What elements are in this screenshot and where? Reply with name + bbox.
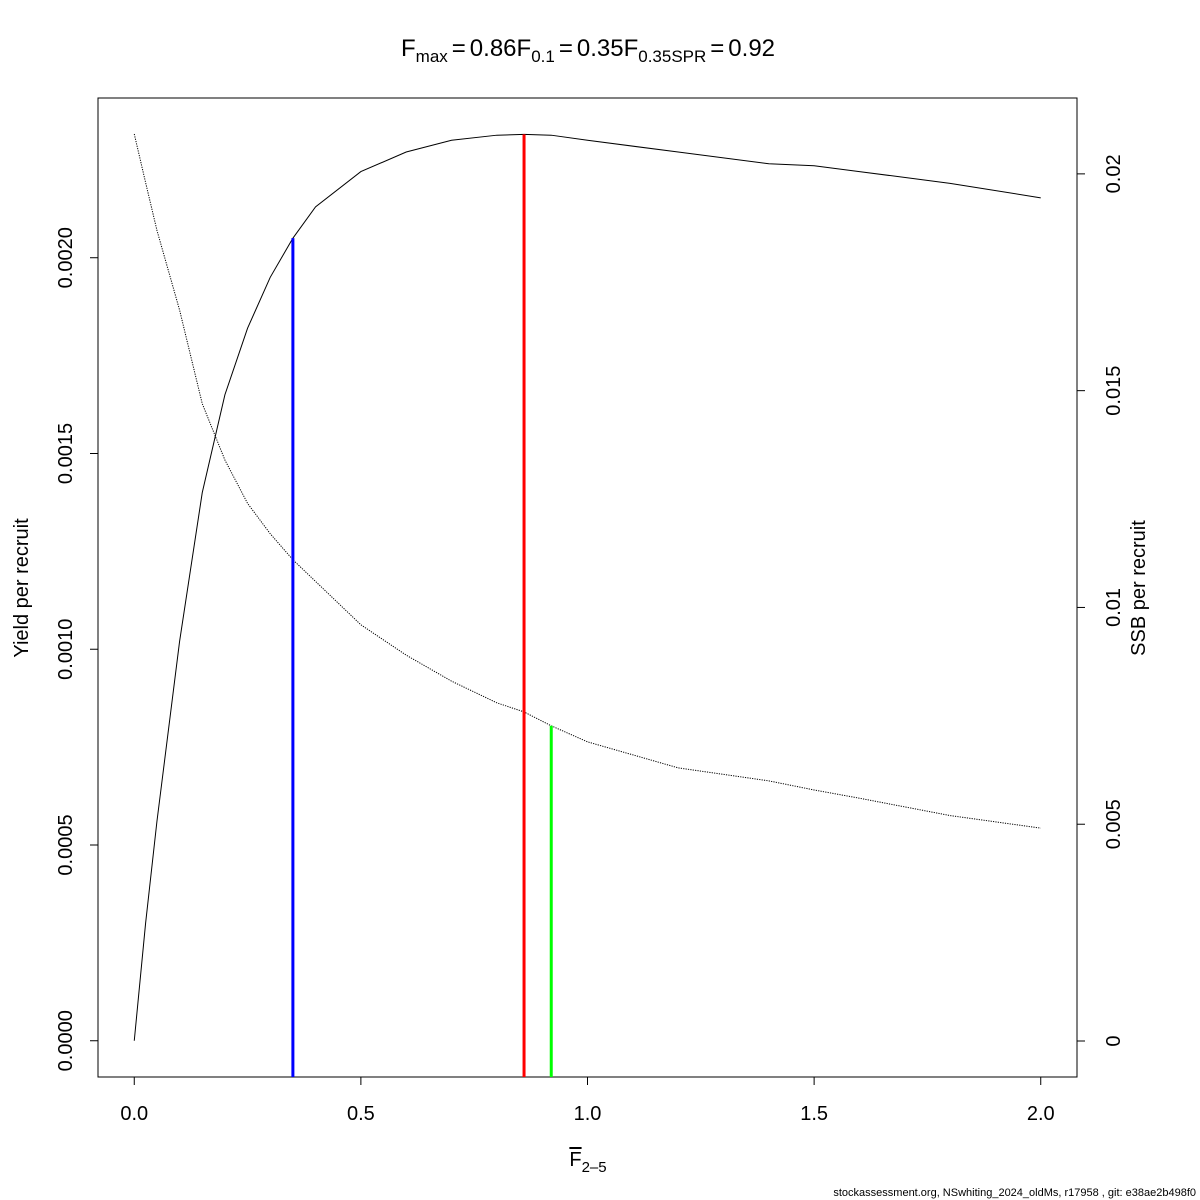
title-sign: = [710, 35, 724, 62]
y2-axis-label: SSB per recruit [1128, 520, 1150, 656]
title-value: 0.35 [577, 35, 624, 62]
y-tick-label: 0.0000 [55, 1010, 77, 1071]
series-line [133, 133, 1041, 1041]
x-tick-label: 2.0 [1027, 1103, 1055, 1125]
title-symbol: F [517, 35, 532, 62]
title-subscript: 0.35SPR [638, 47, 706, 66]
y2-tick-label: 0.015 [1103, 366, 1125, 416]
title-sign: = [452, 35, 466, 62]
plot-frame [97, 97, 1078, 1078]
y2-tick-label: 0.01 [1103, 588, 1125, 627]
x-tick-label: 1.5 [800, 1103, 828, 1125]
y-tick-label: 0.0020 [55, 227, 77, 288]
title-value: 0.92 [728, 35, 775, 62]
x-axis-label: F2–5 [569, 1149, 606, 1176]
title-subscript: max [416, 47, 449, 66]
x-tick-label: 1.0 [574, 1103, 602, 1125]
y2-tick-label: 0.02 [1103, 154, 1125, 193]
x-tick-label: 0.0 [120, 1103, 148, 1125]
title-symbol: F [401, 35, 416, 62]
footer: stockassessment.org, NSwhiting_2024_oldM… [833, 1187, 1196, 1199]
chart-title: Fmax = 0.86F0.1 = 0.35F0.35SPR = 0.92 [401, 35, 775, 66]
y2-tick-label: 0 [1103, 1035, 1125, 1046]
y-tick-label: 0.0015 [55, 423, 77, 484]
title-symbol: F [624, 35, 639, 62]
y-axis-label: Yield per recruit [11, 518, 33, 658]
title-subscript: 0.1 [531, 47, 555, 66]
title-value: 0.86 [470, 35, 517, 62]
x-tick-label: 0.5 [347, 1103, 375, 1125]
y2-tick-label: 0.005 [1103, 799, 1125, 849]
y-tick-label: 0.0010 [55, 619, 77, 680]
series-line [133, 133, 1041, 829]
y-tick-label: 0.0005 [55, 814, 77, 875]
title-sign: = [559, 35, 573, 62]
x-label-symbol: F [569, 1149, 581, 1171]
x-label-subscript: 2–5 [582, 1159, 607, 1176]
